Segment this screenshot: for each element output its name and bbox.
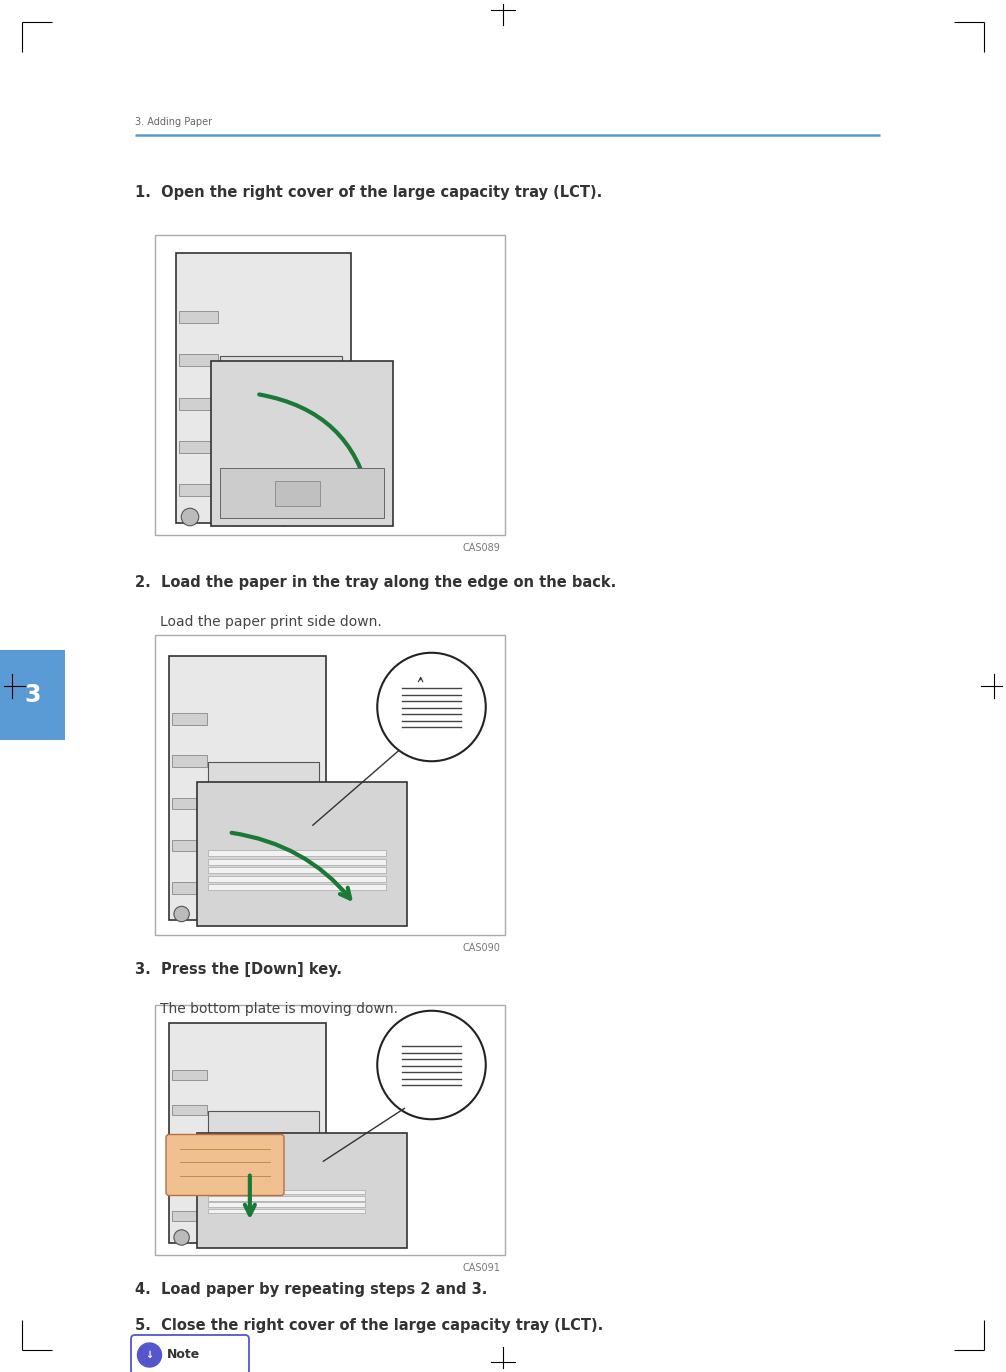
Bar [172,1211,207,1221]
Text: 1.  Open the right cover of the large capacity tray (LCT).: 1. Open the right cover of the large cap… [135,185,603,200]
Bar [208,1110,319,1238]
Text: 5.  Close the right cover of the large capacity tray (LCT).: 5. Close the right cover of the large ca… [135,1318,604,1334]
Bar [169,656,327,921]
Text: Load the paper print side down.: Load the paper print side down. [160,615,381,628]
Circle shape [138,1343,162,1367]
Bar [208,851,386,856]
Bar [208,875,386,882]
Text: ↓: ↓ [146,1350,154,1360]
Circle shape [174,907,189,922]
Text: 2.  Load the paper in the tray along the edge on the back.: 2. Load the paper in the tray along the … [135,575,617,590]
Circle shape [377,1011,486,1120]
Bar [211,361,393,525]
Bar [179,311,218,324]
Bar [179,440,218,453]
Text: 3.  Press the [Down] key.: 3. Press the [Down] key. [135,962,342,977]
Circle shape [228,508,246,525]
FancyBboxPatch shape [155,235,505,535]
Bar [219,355,342,517]
Bar [208,761,319,915]
Bar [172,797,207,809]
Text: Note: Note [167,1349,200,1361]
Circle shape [264,907,279,922]
Text: 3. Adding Paper: 3. Adding Paper [135,117,212,128]
Text: CAS091: CAS091 [462,1264,500,1273]
Bar [179,398,218,410]
Circle shape [221,1229,236,1246]
Bar [208,859,386,864]
Bar [172,1106,207,1115]
Circle shape [221,907,236,922]
Bar [197,1132,407,1247]
Text: 4.  Load paper by repeating steps 2 and 3.: 4. Load paper by repeating steps 2 and 3… [135,1281,487,1297]
Bar [172,1176,207,1185]
FancyBboxPatch shape [166,1135,284,1195]
FancyBboxPatch shape [131,1335,249,1372]
Bar [172,882,207,893]
Text: 3: 3 [24,683,41,707]
Bar [172,713,207,724]
Circle shape [276,508,294,525]
Bar [208,1196,365,1200]
Text: CAS090: CAS090 [462,943,500,954]
Bar [197,782,407,926]
Bar [172,756,207,767]
Bar [172,1140,207,1150]
Bar [169,1022,327,1243]
Bar [208,867,386,873]
Bar [220,468,384,517]
Bar [208,1202,365,1207]
Text: CAS089: CAS089 [462,543,500,553]
FancyBboxPatch shape [0,650,65,740]
Circle shape [377,653,486,761]
Bar [179,354,218,366]
FancyBboxPatch shape [155,1006,505,1255]
Bar [172,840,207,852]
Bar [275,482,320,506]
Text: The bottom plate is moving down.: The bottom plate is moving down. [160,1002,398,1017]
Bar [179,484,218,497]
FancyBboxPatch shape [155,635,505,934]
Circle shape [181,508,199,525]
Bar [172,1070,207,1080]
Circle shape [174,1229,189,1246]
Bar [208,1209,365,1213]
Bar [208,884,386,890]
Bar [208,1190,365,1194]
Bar [176,252,351,523]
